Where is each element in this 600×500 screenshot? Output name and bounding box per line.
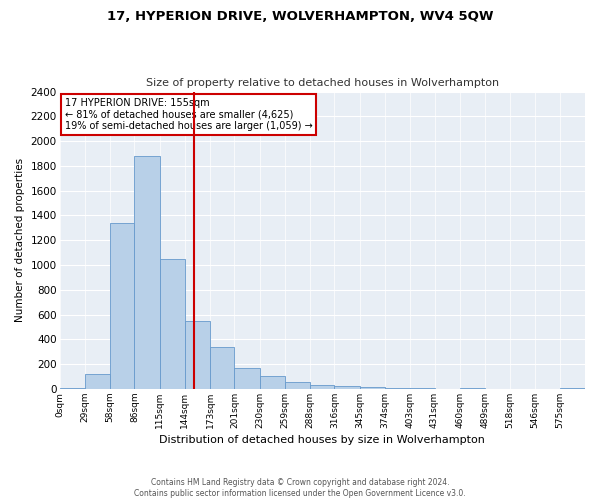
Bar	[235, 368, 260, 389]
Text: 17 HYPERION DRIVE: 155sqm
← 81% of detached houses are smaller (4,625)
19% of se: 17 HYPERION DRIVE: 155sqm ← 81% of detac…	[65, 98, 313, 130]
Bar	[560, 388, 585, 389]
Y-axis label: Number of detached properties: Number of detached properties	[15, 158, 25, 322]
Bar	[59, 388, 85, 389]
Bar	[185, 321, 210, 389]
Bar	[260, 376, 285, 389]
Bar	[285, 382, 310, 389]
Text: 17, HYPERION DRIVE, WOLVERHAMPTON, WV4 5QW: 17, HYPERION DRIVE, WOLVERHAMPTON, WV4 5…	[107, 10, 493, 23]
Bar	[134, 156, 160, 389]
Bar	[410, 388, 434, 389]
Bar	[310, 385, 334, 389]
Bar	[460, 388, 485, 389]
Text: Contains HM Land Registry data © Crown copyright and database right 2024.
Contai: Contains HM Land Registry data © Crown c…	[134, 478, 466, 498]
Bar	[110, 223, 134, 389]
Bar	[359, 387, 385, 389]
Title: Size of property relative to detached houses in Wolverhampton: Size of property relative to detached ho…	[146, 78, 499, 88]
Bar	[334, 386, 359, 389]
Bar	[160, 259, 185, 389]
X-axis label: Distribution of detached houses by size in Wolverhampton: Distribution of detached houses by size …	[160, 435, 485, 445]
Bar	[210, 347, 235, 389]
Bar	[85, 374, 110, 389]
Bar	[385, 388, 410, 389]
